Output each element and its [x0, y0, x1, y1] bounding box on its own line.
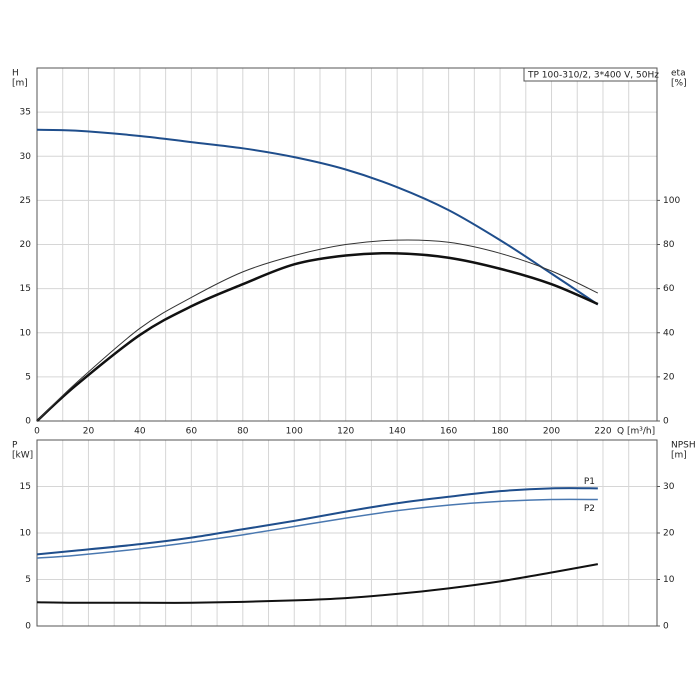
- x-tick-label: 200: [543, 427, 560, 437]
- plot-frame: [36, 439, 658, 627]
- series-label: P1: [584, 477, 595, 487]
- y-tick-label: 30: [20, 152, 32, 162]
- y-tick-label: 35: [20, 108, 31, 118]
- x-tick-label: 60: [186, 427, 198, 437]
- curve: [36, 487, 598, 556]
- y-tick-label: 0: [25, 622, 31, 632]
- x-tick-label: 20: [83, 427, 95, 437]
- y-tick-label: 10: [20, 328, 32, 338]
- y2-tick-label: 80: [663, 240, 675, 250]
- curve: [36, 128, 599, 306]
- y2-tick-label: 40: [663, 328, 675, 338]
- y-tick-label: 5: [25, 575, 31, 585]
- curve: [36, 498, 598, 559]
- plot-frame: [36, 67, 658, 422]
- y2-tick-label: 0: [663, 417, 669, 427]
- curve: [36, 251, 599, 422]
- y-axis-unit: [kW]: [12, 451, 33, 461]
- info-text: TP 100-310/2, 3*400 V, 50Hz: [527, 71, 659, 81]
- y-tick-label: 15: [20, 284, 31, 294]
- y2-axis-unit: [%]: [671, 79, 687, 89]
- y-axis-label: P: [12, 441, 18, 451]
- curve: [36, 563, 599, 604]
- y2-axis-label: eta: [671, 69, 686, 79]
- x-tick-label: 120: [337, 427, 354, 437]
- y-tick-label: 20: [20, 240, 32, 250]
- info-box: [523, 67, 658, 82]
- y2-tick-label: 30: [663, 482, 675, 492]
- x-tick-label: 40: [134, 427, 146, 437]
- y-tick-label: 15: [20, 482, 31, 492]
- y2-axis-label: NPSH: [671, 441, 696, 451]
- x-tick-label: 220: [594, 427, 611, 437]
- y2-axis-unit: [m]: [671, 451, 687, 461]
- y2-tick-label: 20: [663, 372, 675, 382]
- x-tick-label: 100: [286, 427, 303, 437]
- y-axis-label: H: [12, 69, 19, 79]
- curve: [36, 239, 599, 422]
- y-tick-label: 5: [25, 372, 31, 382]
- x-tick-label: 160: [440, 427, 457, 437]
- y-tick-label: 25: [20, 196, 31, 206]
- y2-tick-label: 100: [663, 196, 680, 206]
- y-tick-label: 0: [25, 417, 31, 427]
- x-tick-label: 80: [237, 427, 249, 437]
- x-tick-label: 140: [389, 427, 406, 437]
- y2-tick-label: 10: [663, 575, 675, 585]
- x-axis-label: Q [m³/h]: [617, 427, 655, 437]
- y2-tick-label: 60: [663, 284, 675, 294]
- y2-tick-label: 0: [663, 622, 669, 632]
- y-tick-label: 10: [20, 529, 32, 539]
- series-label: P2: [584, 504, 595, 514]
- y2-tick-label: 20: [663, 529, 675, 539]
- x-tick-label: 180: [491, 427, 508, 437]
- x-tick-label: 0: [34, 427, 40, 437]
- y-axis-unit: [m]: [12, 79, 28, 89]
